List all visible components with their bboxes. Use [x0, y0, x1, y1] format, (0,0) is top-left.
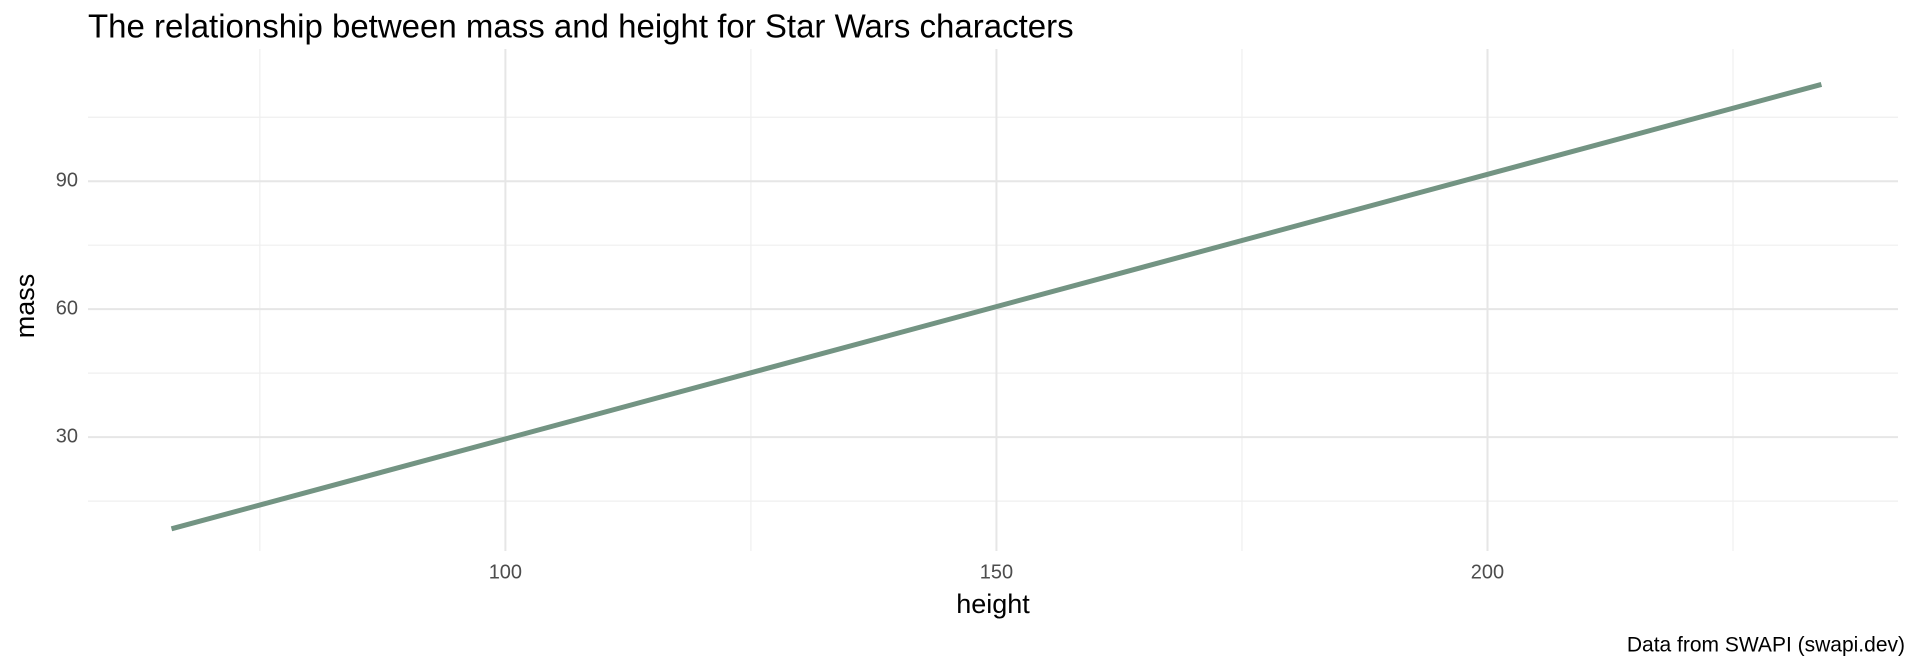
y-axis-label: mass [10, 274, 40, 339]
grid: 100 150 200 30 60 90 [56, 49, 1898, 583]
caption: Data from SWAPI (swapi.dev) [1627, 634, 1905, 657]
y-tick-label: 30 [56, 425, 78, 447]
x-tick-label: 100 [489, 561, 522, 583]
x-tick-label: 150 [980, 561, 1013, 583]
y-tick-label: 90 [56, 169, 78, 191]
data-line [170, 81, 1823, 532]
y-tick-label: 60 [56, 297, 78, 319]
x-tick-label: 200 [1471, 561, 1504, 583]
chart-title: The relationship between mass and height… [88, 8, 1074, 45]
x-axis-label: height [956, 589, 1030, 619]
plot-area [170, 81, 1823, 532]
